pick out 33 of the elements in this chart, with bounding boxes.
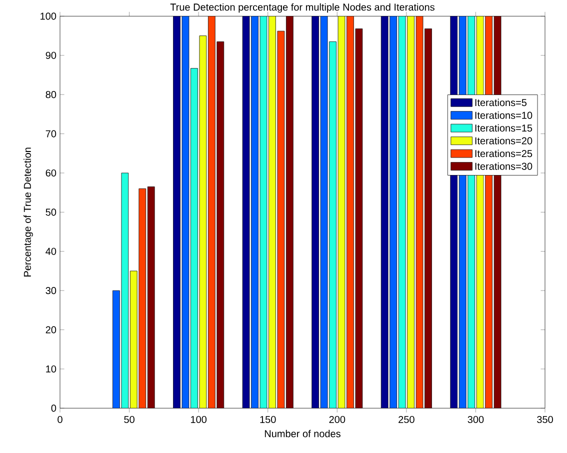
legend-label: Iterations=30 [475, 162, 532, 170]
bar [190, 68, 198, 408]
x-axis-title: Number of nodes [264, 430, 340, 438]
y-axis-title: Percentage of True Detection [24, 148, 33, 276]
legend-label: Iterations=25 [475, 150, 532, 158]
bar [329, 41, 336, 408]
y-tick-label: 70 [46, 130, 56, 138]
x-tick-label: 50 [124, 416, 134, 423]
y-tick-label: 90 [46, 52, 56, 59]
x-tick-label: 0 [58, 416, 62, 423]
x-tick-label: 350 [537, 416, 553, 423]
chart-title: True Detection percentage for multiple Nodes and Iterations [170, 3, 434, 13]
y-tick-label: 60 [46, 169, 56, 176]
y-tick-label: 50 [46, 208, 56, 216]
y-tick-label: 20 [46, 326, 56, 334]
legend-label: Iterations=15 [475, 124, 532, 132]
y-tick-label: 40 [46, 248, 56, 255]
x-tick-label: 200 [329, 416, 346, 423]
x-tick-label: 100 [191, 416, 207, 423]
y-tick-label: 80 [46, 90, 56, 98]
bar [424, 28, 432, 408]
x-tick-label: 250 [398, 416, 414, 423]
bar [147, 186, 155, 408]
y-tick-label: 10 [46, 365, 56, 372]
legend-label: Iterations=20 [475, 136, 532, 144]
x-tick-label: 150 [260, 416, 276, 423]
y-tick-label: 30 [46, 286, 56, 294]
y-tick-label: 0 [51, 404, 56, 412]
legend-label: Iterations=5 [475, 98, 527, 106]
x-tick-label: 300 [468, 416, 484, 423]
y-tick-label: 100 [40, 12, 56, 20]
legend-label: Iterations=10 [475, 111, 532, 119]
bar [286, 16, 294, 408]
